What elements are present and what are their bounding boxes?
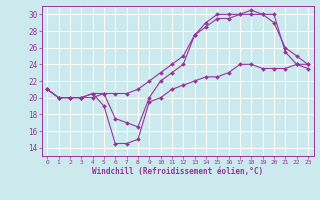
X-axis label: Windchill (Refroidissement éolien,°C): Windchill (Refroidissement éolien,°C) (92, 167, 263, 176)
